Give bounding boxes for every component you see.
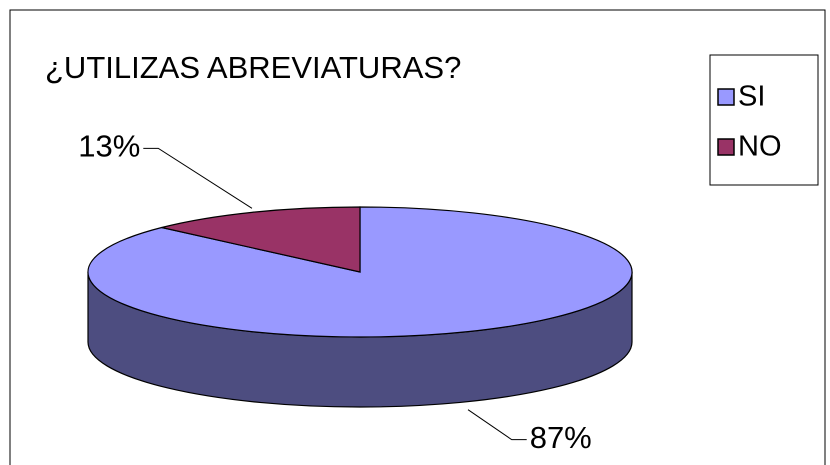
pie-top [87,206,633,338]
legend-box [709,54,819,186]
data-label: 13% [78,129,140,164]
legend-swatch [717,138,735,156]
legend-label: NO [738,131,782,163]
slice [161,206,361,273]
leader-line [467,409,527,441]
slice [87,206,633,338]
legend-swatch [717,88,735,106]
data-label: 87% [530,420,592,455]
legend-label: SI [738,81,765,113]
chart-title: ¿UTILIZAS ABREVIATURAS? [45,50,461,85]
leader-line [143,147,253,209]
